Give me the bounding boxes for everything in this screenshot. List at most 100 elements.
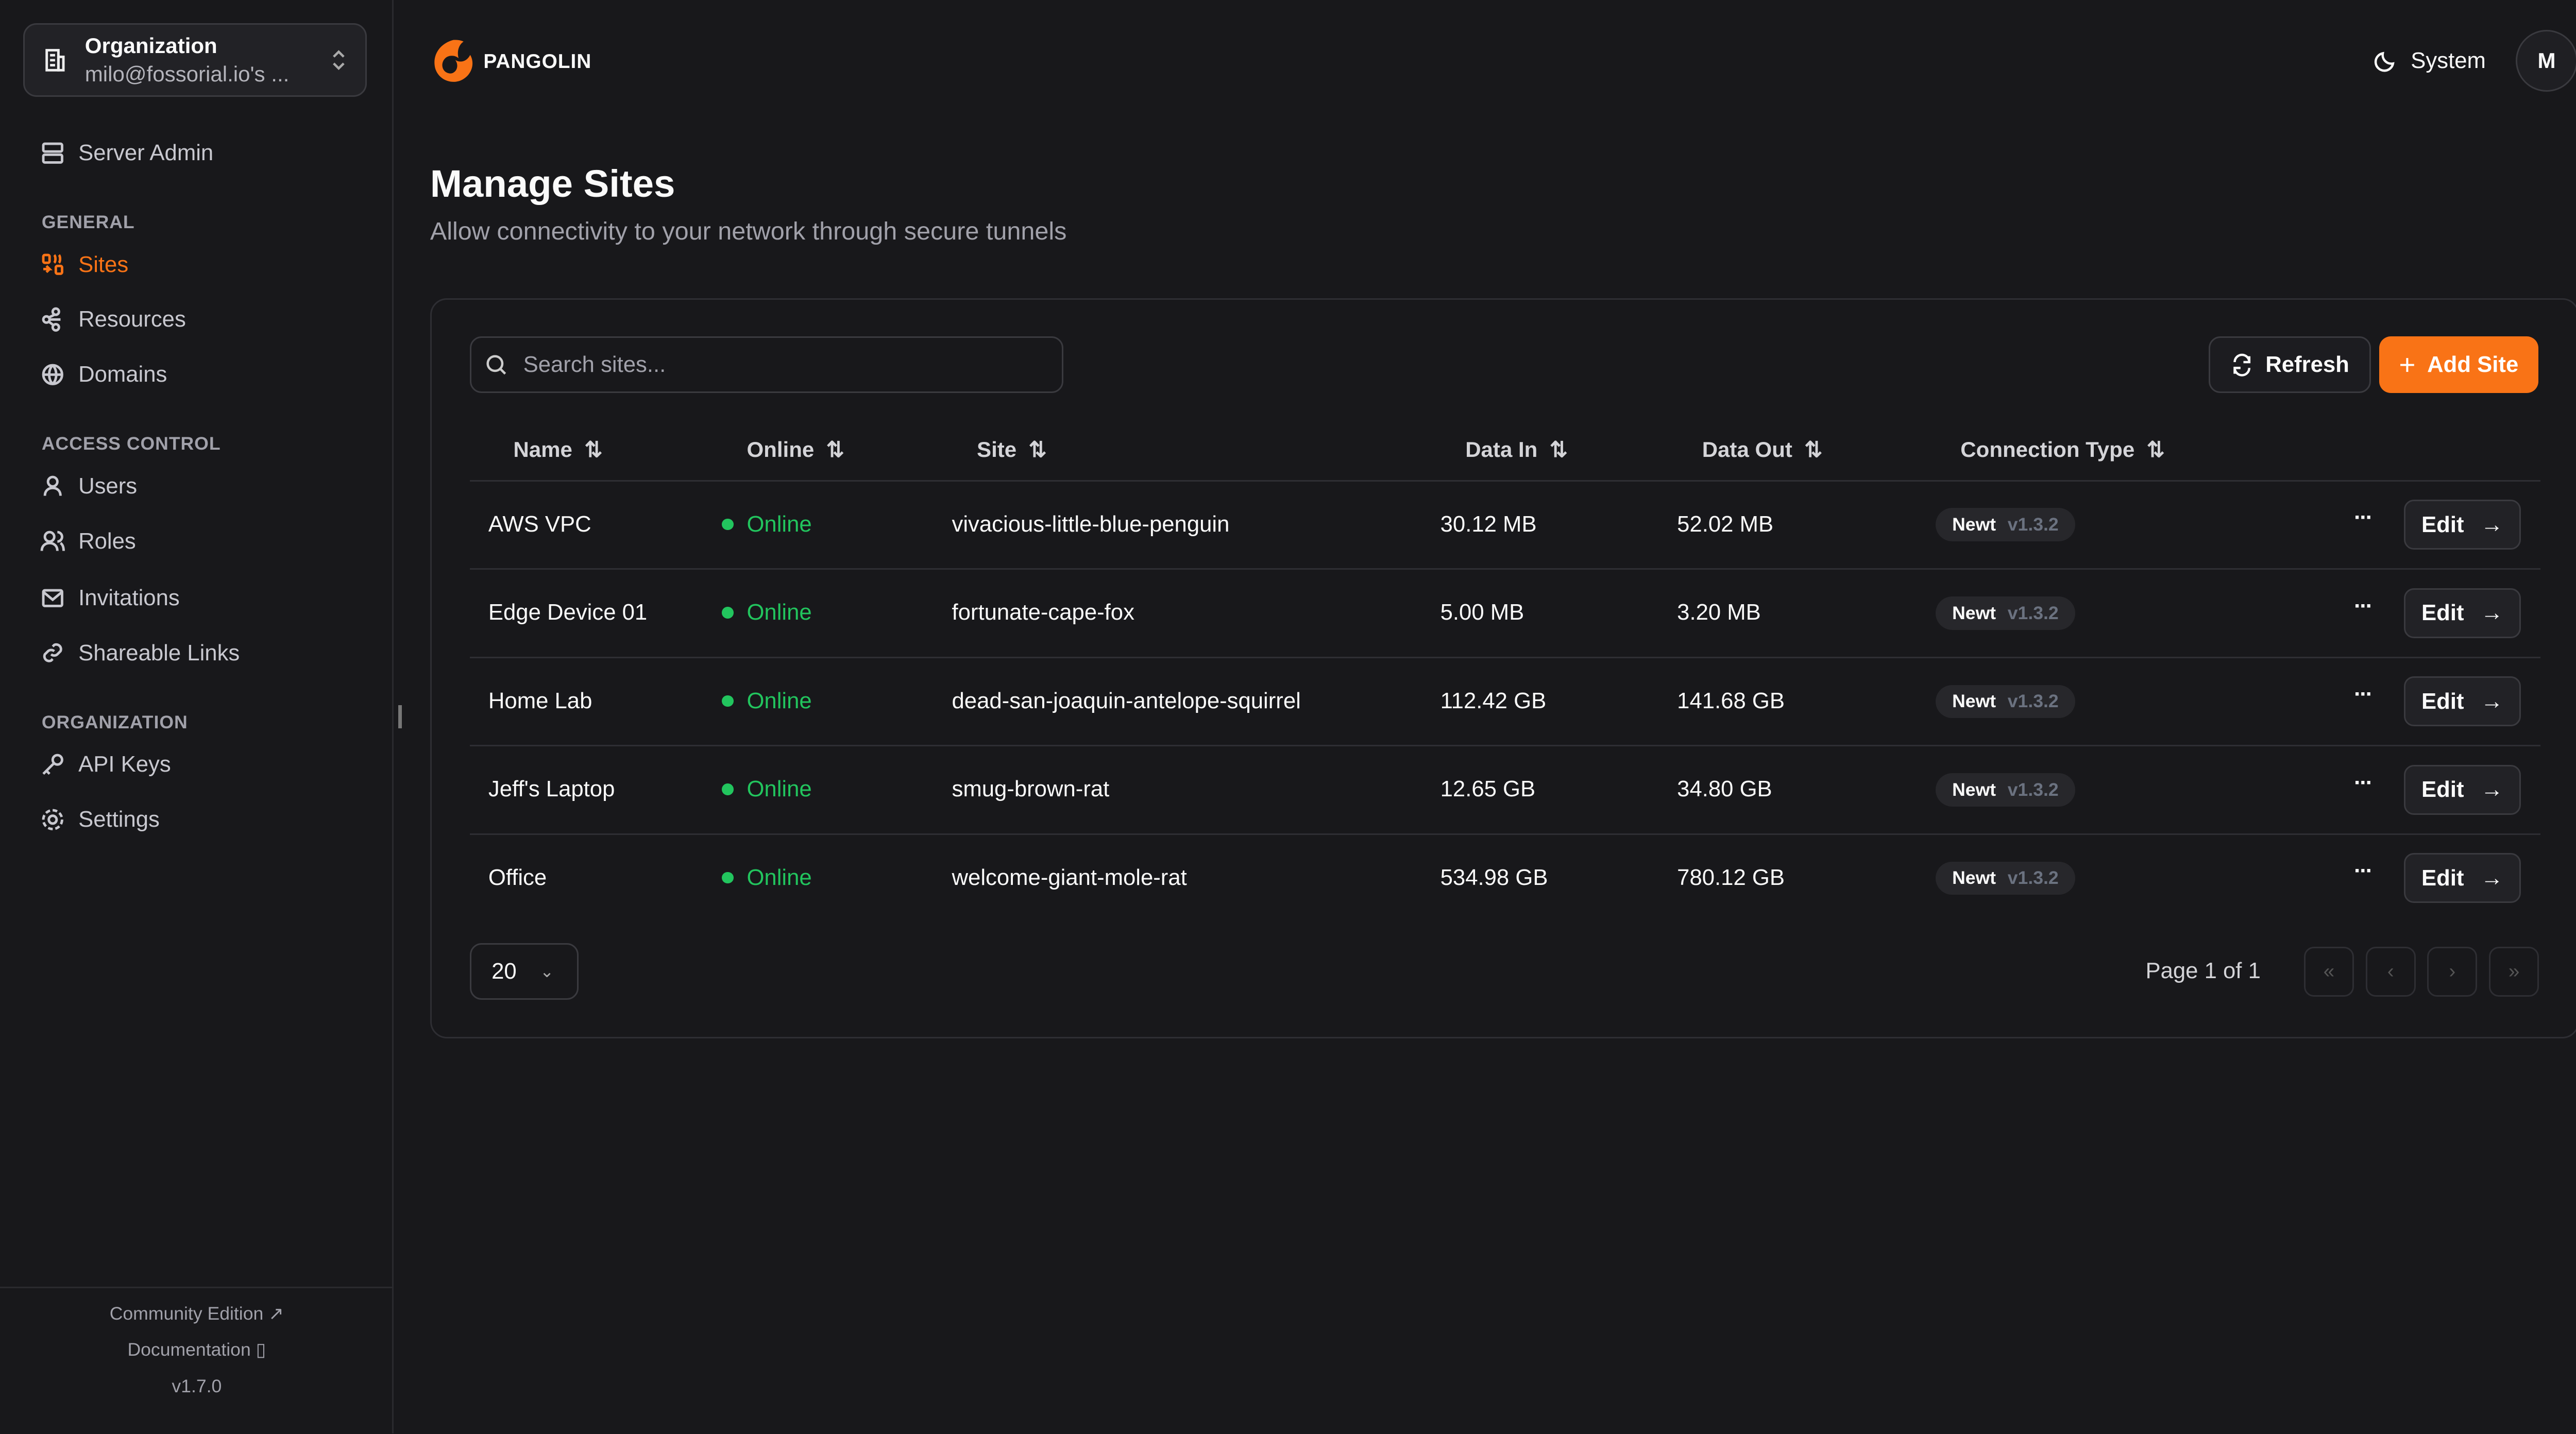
nav-label: Users [78,473,138,499]
data-out: 141.68 GB [1677,688,1785,713]
site-name[interactable]: Home Lab [488,688,592,713]
site-id: fortunate-cape-fox [952,600,1134,625]
nav-users[interactable]: Users [40,473,137,499]
sort-online[interactable]: Online ⇅ [747,437,844,462]
connection-type-badge: Newt v1.3.2 [1935,773,2076,807]
section-general: GENERAL [41,211,135,232]
documentation-link[interactable]: Documentation ▯ [127,1339,266,1360]
last-page-button[interactable]: » [2489,946,2539,997]
connection-type-badge: Newt v1.3.2 [1935,508,2076,542]
sidebar: Organization milo@fossorial.io's ... Serv… [0,0,394,1433]
theme-label: System [2411,48,2486,74]
data-out: 52.02 MB [1677,511,1774,537]
online-status: Online [722,600,811,625]
online-status: Online [722,511,811,537]
nav-invitations[interactable]: Invitations [40,585,180,611]
more-actions-icon[interactable]: ··· [2353,593,2373,619]
arrow-right-icon: → [2480,600,2503,626]
connection-type-badge: Newt v1.3.2 [1935,685,2076,719]
site-name[interactable]: Office [488,864,547,890]
pangolin-logo-icon [434,40,472,82]
nav-label: Invitations [78,585,180,610]
table-row: Edge Device 01 Online fortunate-cape-fox… [470,568,2541,657]
link-icon [43,643,62,663]
edit-button[interactable]: Edit → [2404,764,2521,815]
edit-button[interactable]: Edit → [2404,588,2521,638]
nav-roles[interactable]: Roles [40,528,136,554]
nav-settings[interactable]: Settings [40,807,160,832]
table-row: Jeff's Laptop Online smug-brown-rat 12.6… [470,745,2541,833]
data-in: 112.42 GB [1440,688,1547,713]
site-id: dead-san-joaquin-antelope-squirrel [952,688,1301,713]
page-subtitle: Allow connectivity to your network throu… [430,217,1067,245]
search-placeholder: Search sites... [523,352,666,378]
sort-site[interactable]: Site ⇅ [977,437,1047,462]
refresh-button[interactable]: Refresh [2209,336,2371,394]
logo[interactable]: PANGOLIN [430,37,591,87]
gear-icon [42,809,63,830]
nav-api-keys[interactable]: API Keys [40,752,171,777]
edit-button[interactable]: Edit → [2404,853,2521,903]
page-title: Manage Sites [430,162,675,205]
online-status: Online [722,776,811,802]
sites-icon [42,253,63,276]
more-actions-icon[interactable]: ··· [2353,858,2373,884]
org-title: Organization [84,33,217,58]
site-name[interactable]: AWS VPC [488,511,591,537]
nav-resources[interactable]: Resources [40,306,186,332]
org-name: milo@fossorial.io's ... [84,61,290,86]
page-info: Page 1 of 1 [2145,958,2261,984]
edit-button[interactable]: Edit → [2404,676,2521,727]
sort-connection-type[interactable]: Connection Type ⇅ [1960,437,2165,462]
user-icon [43,475,62,496]
brand-name: PANGOLIN [483,50,592,73]
globe-icon [42,364,63,385]
edit-button[interactable]: Edit → [2404,500,2521,550]
chevrons-up-down-icon [332,50,345,70]
arrow-right-icon: → [2480,777,2503,803]
next-page-button[interactable]: › [2427,946,2478,997]
search-input[interactable]: Search sites... [470,336,1064,394]
more-actions-icon[interactable]: ··· [2353,770,2373,795]
site-name[interactable]: Jeff's Laptop [488,776,615,802]
data-out: 3.20 MB [1677,600,1761,625]
data-in: 5.00 MB [1440,600,1524,625]
data-out: 34.80 GB [1677,776,1772,802]
first-page-button[interactable]: « [2303,946,2354,997]
sort-name[interactable]: Name ⇅ [513,437,603,462]
site-name[interactable]: Edge Device 01 [488,600,648,625]
sidebar-footer: Community Edition ↗ Documentation ▯ v1.7… [0,1287,394,1396]
chevron-down-icon: ⌄ [540,962,554,981]
prev-page-button[interactable]: ‹ [2365,946,2416,997]
nav-domains[interactable]: Domains [40,362,167,387]
community-edition-link[interactable]: Community Edition ↗ [109,1303,284,1324]
more-actions-icon[interactable]: ··· [2353,681,2373,707]
nav-label: Domains [78,362,167,387]
resources-icon [42,307,61,332]
section-organization: ORGANIZATION [41,711,188,732]
sort-data-out[interactable]: Data Out ⇅ [1702,437,1823,462]
arrow-right-icon: → [2480,511,2503,537]
connection-type-badge: Newt v1.3.2 [1935,596,2076,630]
users-icon [40,531,65,551]
arrow-right-icon: → [2480,865,2503,891]
more-actions-icon[interactable]: ··· [2353,505,2373,531]
site-id: vivacious-little-blue-penguin [952,511,1230,537]
page-size-select[interactable]: 20 ⌄ [470,943,579,1000]
nav-label: Resources [78,306,186,332]
nav-server-admin[interactable]: Server Admin [40,140,214,166]
refresh-icon [2233,353,2251,377]
nav-shareable-links[interactable]: Shareable Links [40,640,240,666]
theme-toggle[interactable]: System [2374,48,2486,74]
nav-label: Server Admin [78,140,214,165]
sidebar-resize-handle[interactable] [398,705,402,729]
nav-sites[interactable]: Sites [40,252,128,278]
table-header: Name ⇅ Online ⇅ Site ⇅ Data In ⇅ Data Ou… [470,437,2540,480]
online-status: Online [722,865,811,891]
sort-data-in[interactable]: Data In ⇅ [1465,437,1568,462]
add-site-button[interactable]: + Add Site [2379,336,2539,394]
avatar[interactable]: M [2516,30,2576,92]
org-switcher[interactable]: Organization milo@fossorial.io's ... [23,23,367,97]
plus-icon: + [2399,349,2416,381]
version-label: v1.7.0 [172,1375,222,1396]
